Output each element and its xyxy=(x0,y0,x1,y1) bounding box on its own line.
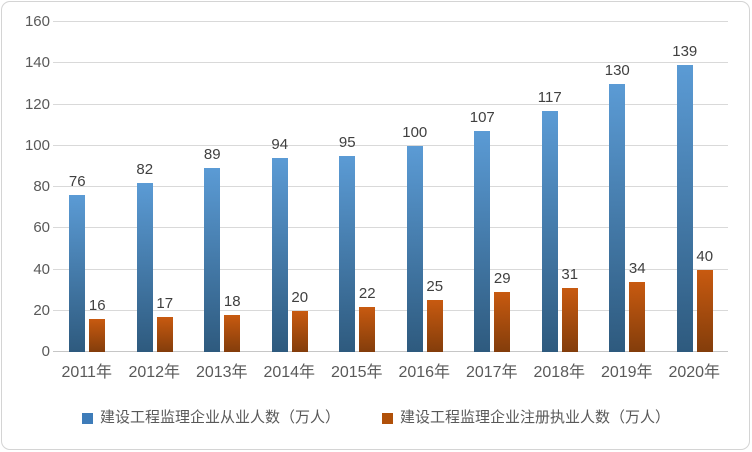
bar-value-label: 18 xyxy=(223,292,241,310)
bar-value-label: 89 xyxy=(203,146,221,164)
bar xyxy=(561,288,578,352)
bar-value-label: 31 xyxy=(561,266,579,284)
bar xyxy=(696,269,713,352)
bar xyxy=(359,306,376,352)
bar xyxy=(156,316,173,352)
gridline xyxy=(53,268,728,270)
y-axis-tick-label: 0 xyxy=(41,343,50,360)
bar xyxy=(291,310,308,352)
legend-item: 建设工程监理企业注册执业人数（万人） xyxy=(382,407,670,429)
bar-value-label: 34 xyxy=(628,259,646,277)
bar xyxy=(494,292,511,352)
legend-label: 建设工程监理企业注册执业人数（万人） xyxy=(400,409,671,426)
gridline xyxy=(53,186,728,187)
bar xyxy=(541,110,558,352)
bar xyxy=(629,281,646,352)
bar xyxy=(474,131,491,352)
bar-value-label: 95 xyxy=(338,134,356,152)
x-axis-tick-label: 2018年 xyxy=(533,364,586,381)
x-axis-tick-label: 2019年 xyxy=(600,364,653,381)
legend-label: 建设工程监理企业从业人数（万人） xyxy=(99,409,340,426)
bar xyxy=(89,319,106,352)
x-axis-tick-label: 2020年 xyxy=(668,364,721,381)
y-axis-tick-label: 100 xyxy=(24,136,50,154)
bar-value-label: 17 xyxy=(156,294,174,312)
y-axis-tick-label: 120 xyxy=(24,95,50,113)
x-axis-tick-label: 2013年 xyxy=(195,364,248,381)
y-axis-tick-label: 60 xyxy=(33,219,50,237)
gridline xyxy=(53,62,728,64)
bar-value-label: 117 xyxy=(537,88,562,106)
gridline xyxy=(53,309,728,311)
bar-value-label: 107 xyxy=(469,109,495,127)
bar-value-label: 100 xyxy=(402,123,428,141)
bar xyxy=(224,314,241,352)
x-axis-tick-label: 2011年 xyxy=(61,364,112,381)
bar-value-label: 20 xyxy=(291,288,309,306)
x-axis-tick-label: 2015年 xyxy=(330,364,383,381)
bar xyxy=(609,83,626,352)
bar xyxy=(204,168,221,352)
bar xyxy=(69,195,86,352)
gridline xyxy=(53,227,728,229)
y-axis-tick-label: 40 xyxy=(33,260,50,278)
y-axis-tick-label: 160 xyxy=(24,13,50,30)
bar xyxy=(406,145,423,352)
bar-value-label: 130 xyxy=(604,61,630,79)
gridline xyxy=(53,21,728,22)
bar-value-label: 82 xyxy=(136,160,154,178)
bar xyxy=(339,156,356,352)
bar xyxy=(426,300,443,352)
x-axis-tick-label: 2012年 xyxy=(128,364,181,381)
gridline xyxy=(53,103,728,105)
bar-value-label: 25 xyxy=(426,278,444,296)
bar-value-label: 139 xyxy=(672,43,698,61)
bar-value-label: 76 xyxy=(68,173,86,191)
gridline xyxy=(53,351,728,352)
bar-value-label: 40 xyxy=(696,247,714,265)
bar xyxy=(271,158,288,352)
bar-value-label: 22 xyxy=(358,284,376,302)
bar-value-label: 29 xyxy=(493,270,511,288)
legend-swatch-icon xyxy=(382,412,393,424)
bar xyxy=(136,182,153,352)
legend-item: 建设工程监理企业从业人数（万人） xyxy=(81,407,340,429)
bar-value-label: 94 xyxy=(271,136,289,154)
legend-swatch-icon xyxy=(81,412,93,424)
x-axis-tick-label: 2016年 xyxy=(398,364,451,381)
legend: 建设工程监理企业从业人数（万人） 建设工程监理企业注册执业人数（万人） xyxy=(0,407,752,429)
bar-value-label: 16 xyxy=(88,297,106,314)
gridline xyxy=(53,144,728,146)
x-axis-tick-label: 2014年 xyxy=(263,364,316,381)
bar xyxy=(676,65,693,352)
y-axis-tick-label: 20 xyxy=(33,301,50,319)
y-axis-tick-label: 80 xyxy=(33,178,50,195)
y-axis-tick-label: 140 xyxy=(24,54,50,72)
x-axis-tick-label: 2017年 xyxy=(465,364,518,381)
